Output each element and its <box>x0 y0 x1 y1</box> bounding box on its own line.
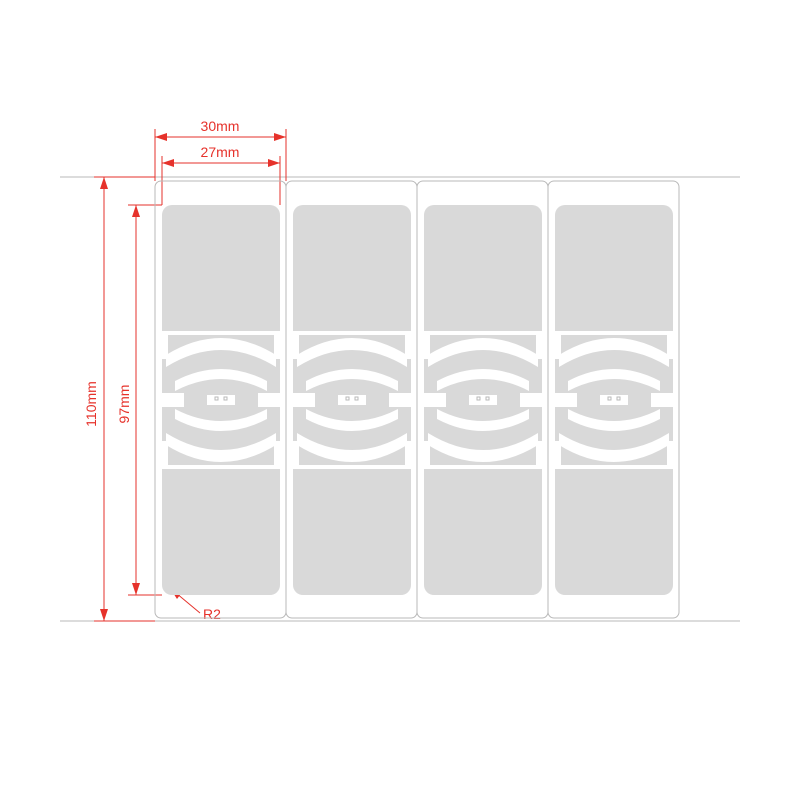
dim-inner-height-label: 97mm <box>116 385 132 424</box>
rfid-tag-4 <box>548 181 679 618</box>
rfid-tag-3 <box>417 181 548 618</box>
tags-row <box>155 181 679 618</box>
dim-outer-width-label: 30mm <box>201 118 240 134</box>
dim-inner-width: 27mm <box>162 144 280 205</box>
technical-drawing: 110mm 97mm 30mm 27mm R2 <box>0 0 800 800</box>
rfid-tag-1 <box>155 181 286 618</box>
diagram-stage: 110mm 97mm 30mm 27mm R2 <box>0 0 800 800</box>
dim-outer-height-label: 110mm <box>83 381 99 427</box>
dim-inner-width-label: 27mm <box>201 144 240 160</box>
rfid-tag-2 <box>286 181 417 618</box>
dim-corner-radius-label: R2 <box>203 606 221 622</box>
